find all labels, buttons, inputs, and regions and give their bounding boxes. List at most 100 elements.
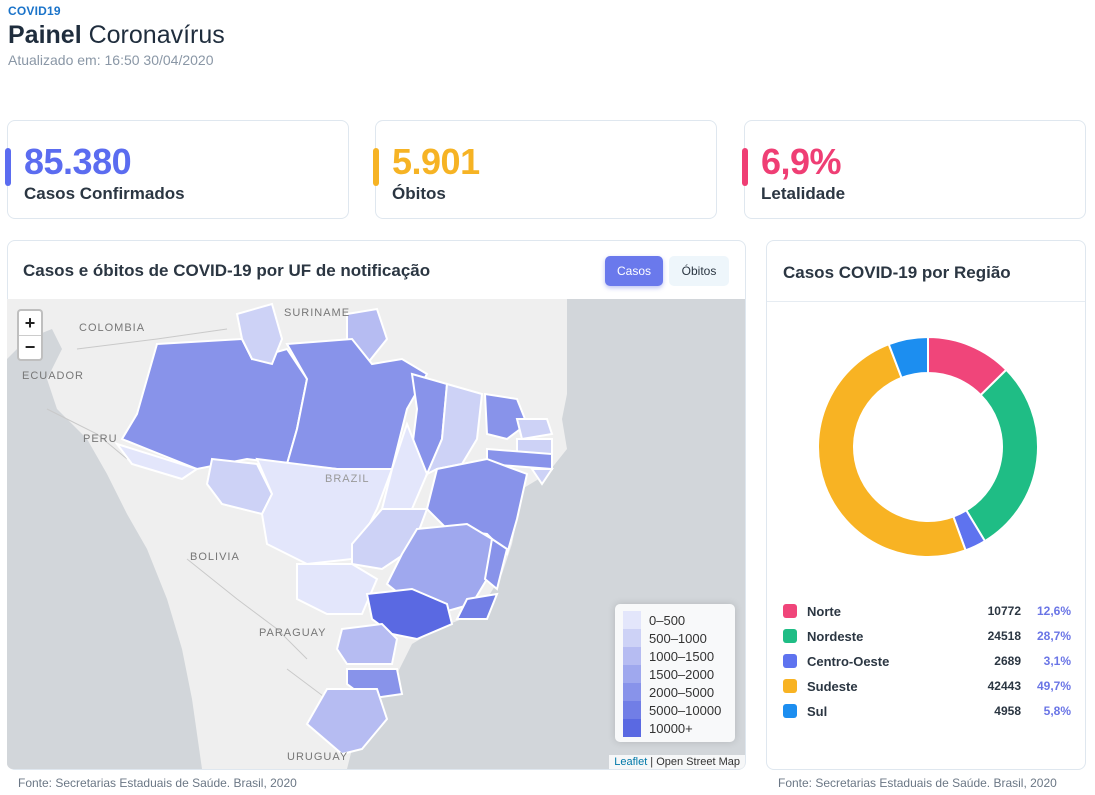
region-pct: 5,8% bbox=[1043, 704, 1071, 718]
stat-label: Letalidade bbox=[761, 184, 846, 203]
region-pct: 28,7% bbox=[1036, 629, 1071, 643]
region-cases: 42443 bbox=[987, 679, 1021, 693]
legend-label: 2000–5000 bbox=[649, 684, 715, 700]
region-panel: Casos COVID-19 por Região Norte 10772 12… bbox=[766, 240, 1086, 770]
region-row-nordeste: Nordeste 24518 28,7% bbox=[783, 626, 1071, 646]
map-legend: 0–500 500–1000 1000–1500 1500–2000 2000–… bbox=[615, 604, 735, 742]
label-colombia: COLOMBIA bbox=[79, 322, 145, 334]
state-rs[interactable] bbox=[305, 688, 389, 756]
brand-tag: COVID19 bbox=[8, 4, 61, 18]
state-rn[interactable] bbox=[515, 418, 554, 441]
state-ce[interactable] bbox=[483, 392, 529, 441]
legend-item: 2000–5000 bbox=[623, 683, 727, 701]
donut-chart bbox=[817, 335, 1039, 558]
label-uruguay: URUGUAY bbox=[287, 751, 348, 763]
stat-accent-bar bbox=[373, 148, 379, 186]
region-swatch bbox=[783, 654, 797, 668]
legend-swatch bbox=[623, 719, 641, 737]
stat-value: 5.901 bbox=[392, 141, 480, 182]
legend-item: 0–500 bbox=[623, 611, 727, 629]
legend-item: 500–1000 bbox=[623, 629, 727, 647]
toggle-deaths-button[interactable]: Óbitos bbox=[669, 256, 729, 286]
toggle-cases-button[interactable]: Casos bbox=[605, 256, 663, 286]
region-row-norte: Norte 10772 12,6% bbox=[783, 601, 1071, 621]
region-name: Sudeste bbox=[807, 678, 858, 694]
stat-label: Óbitos bbox=[392, 184, 446, 203]
zoom-in-button[interactable]: + bbox=[24, 312, 36, 333]
leaflet-link[interactable]: Leaflet bbox=[614, 756, 648, 768]
state-rr[interactable] bbox=[235, 302, 284, 366]
legend-label: 500–1000 bbox=[649, 630, 707, 646]
legend-swatch bbox=[623, 665, 641, 683]
region-pct: 3,1% bbox=[1043, 654, 1071, 668]
legend-label: 0–500 bbox=[649, 612, 686, 628]
legend-label: 1500–2000 bbox=[649, 666, 715, 682]
state-es[interactable] bbox=[483, 537, 509, 591]
region-row-centro-oeste: Centro-Oeste 2689 3,1% bbox=[783, 651, 1071, 671]
source-note-regions: Fonte: Secretarias Estaduais de Saúde. B… bbox=[778, 776, 1057, 790]
stat-card-cases: 85.380 Casos Confirmados bbox=[5, 120, 349, 219]
zoom-control: + − bbox=[17, 309, 43, 361]
legend-label: 10000+ bbox=[649, 720, 693, 736]
updated-label: Atualizado em: bbox=[8, 52, 101, 68]
legend-item: 1000–1500 bbox=[623, 647, 727, 665]
label-paraguay: PARAGUAY bbox=[259, 627, 327, 639]
title-rest: Coronavírus bbox=[81, 21, 225, 49]
panel-divider bbox=[767, 301, 1085, 302]
region-swatch bbox=[783, 679, 797, 693]
legend-item: 1500–2000 bbox=[623, 665, 727, 683]
state-rj[interactable] bbox=[455, 592, 499, 620]
map-attribution: Leaflet | Open Street Map bbox=[609, 755, 745, 769]
stat-value: 6,9% bbox=[761, 141, 842, 182]
region-row-sul: Sul 4958 5,8% bbox=[783, 701, 1071, 721]
legend-swatch bbox=[623, 647, 641, 665]
legend-label: 5000–10000 bbox=[649, 702, 722, 718]
donut-slice-sudeste[interactable] bbox=[817, 342, 967, 558]
region-pct: 12,6% bbox=[1036, 604, 1071, 618]
legend-swatch bbox=[623, 611, 641, 629]
page-title: Painel Coronavírus bbox=[8, 20, 225, 50]
state-ms[interactable] bbox=[296, 563, 379, 615]
region-name: Centro-Oeste bbox=[807, 653, 890, 669]
stat-value: 85.380 bbox=[24, 141, 132, 182]
state-ac[interactable] bbox=[114, 442, 200, 481]
label-ecuador: ECUADOR bbox=[22, 370, 84, 382]
region-cases: 10772 bbox=[987, 604, 1021, 618]
stat-accent-bar bbox=[5, 148, 11, 186]
region-swatch bbox=[783, 629, 797, 643]
stat-card-lethality: 6,9% Letalidade bbox=[742, 120, 1086, 219]
choropleth-map[interactable]: COLOMBIA SURINAME ECUADOR PERU BRAZIL BO… bbox=[7, 299, 745, 769]
region-cases: 2689 bbox=[994, 654, 1021, 668]
region-panel-title: Casos COVID-19 por Região bbox=[783, 263, 1011, 282]
region-cases: 4958 bbox=[994, 704, 1021, 718]
legend-item: 5000–10000 bbox=[623, 701, 727, 719]
label-brazil: BRAZIL bbox=[325, 473, 370, 485]
state-go[interactable] bbox=[351, 508, 429, 571]
legend-swatch bbox=[623, 701, 641, 719]
map-labels: COLOMBIA SURINAME ECUADOR PERU BRAZIL BO… bbox=[22, 307, 370, 763]
legend-swatch bbox=[623, 683, 641, 701]
state-al[interactable] bbox=[530, 468, 554, 486]
label-peru: PERU bbox=[83, 433, 118, 445]
state-pa[interactable] bbox=[285, 337, 429, 470]
region-cases: 24518 bbox=[987, 629, 1021, 643]
state-sp[interactable] bbox=[365, 587, 454, 641]
donut-slice-sul[interactable] bbox=[887, 335, 929, 380]
map-panel-title: Casos e óbitos de COVID-19 por UF de not… bbox=[23, 261, 431, 280]
region-swatch bbox=[783, 704, 797, 718]
stat-card-deaths: 5.901 Óbitos bbox=[373, 120, 717, 219]
stat-label: Casos Confirmados bbox=[24, 184, 185, 203]
region-pct: 49,7% bbox=[1036, 679, 1071, 693]
label-suriname: SURINAME bbox=[284, 307, 350, 319]
state-pr[interactable] bbox=[335, 622, 399, 665]
attribution-text: | Open Street Map bbox=[647, 756, 740, 768]
title-bold: Painel bbox=[8, 21, 82, 49]
donut-slice-nordeste[interactable] bbox=[964, 368, 1039, 543]
updated-timestamp: Atualizado em: 16:50 30/04/2020 bbox=[8, 52, 225, 68]
legend-item: 10000+ bbox=[623, 719, 727, 737]
donut-slices bbox=[817, 335, 1039, 558]
source-note-map: Fonte: Secretarias Estaduais de Saúde. B… bbox=[18, 776, 297, 790]
state-ba[interactable] bbox=[425, 457, 529, 556]
zoom-out-button[interactable]: − bbox=[19, 335, 41, 359]
region-name: Norte bbox=[807, 603, 841, 619]
